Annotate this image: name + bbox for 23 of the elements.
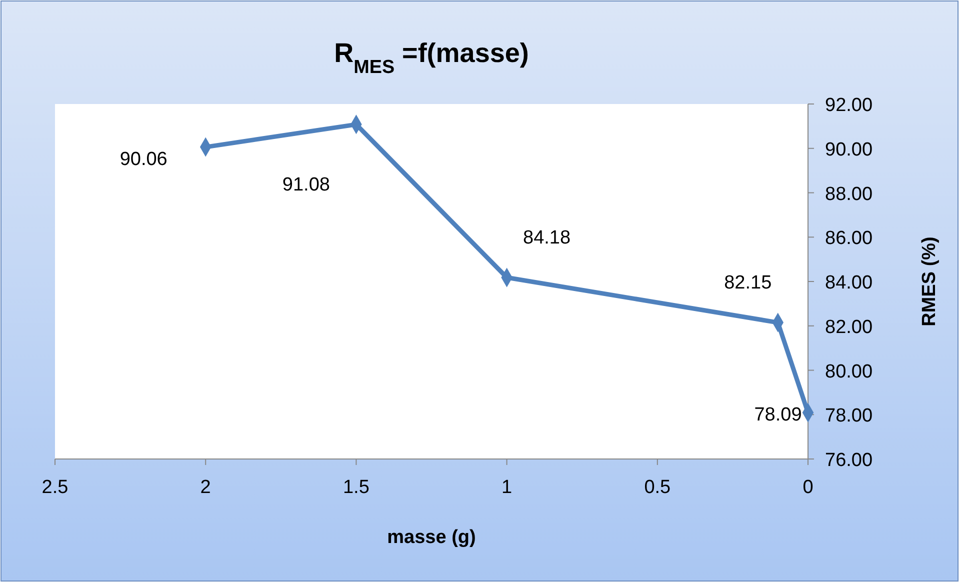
data-label: 91.08	[282, 174, 330, 196]
x-axis-title: masse (g)	[387, 527, 476, 548]
data-label: 82.15	[724, 272, 772, 294]
x-tick-label: 2.5	[42, 477, 68, 498]
y-tick-label: 86.00	[825, 228, 873, 250]
y-tick-label: 88.00	[825, 184, 873, 205]
x-tick-label: 1	[502, 477, 512, 498]
y-tick-label: 76.00	[825, 450, 873, 471]
x-tick-label: 0	[802, 477, 814, 498]
x-tick-label: 1.5	[342, 477, 370, 498]
y-tick-label: 82.00	[825, 316, 873, 338]
y-tick-label: 92.00	[825, 95, 873, 116]
y-tick-label: 80.00	[825, 361, 873, 382]
y-tick-label: 84.00	[825, 272, 873, 294]
y-axis-title: RMES (%)	[919, 236, 940, 326]
data-label: 78.09	[754, 404, 802, 426]
y-tick-label: 90.00	[825, 139, 873, 160]
y-tick-label: 78.00	[825, 406, 873, 427]
data-label: 84.18	[523, 228, 571, 249]
data-label: 90.06	[120, 149, 168, 170]
x-tick-label: 0.5	[644, 477, 671, 498]
x-tick-label: 2	[200, 477, 211, 498]
chart-title: R$_{MES}$ =f(masse)	[334, 38, 529, 78]
